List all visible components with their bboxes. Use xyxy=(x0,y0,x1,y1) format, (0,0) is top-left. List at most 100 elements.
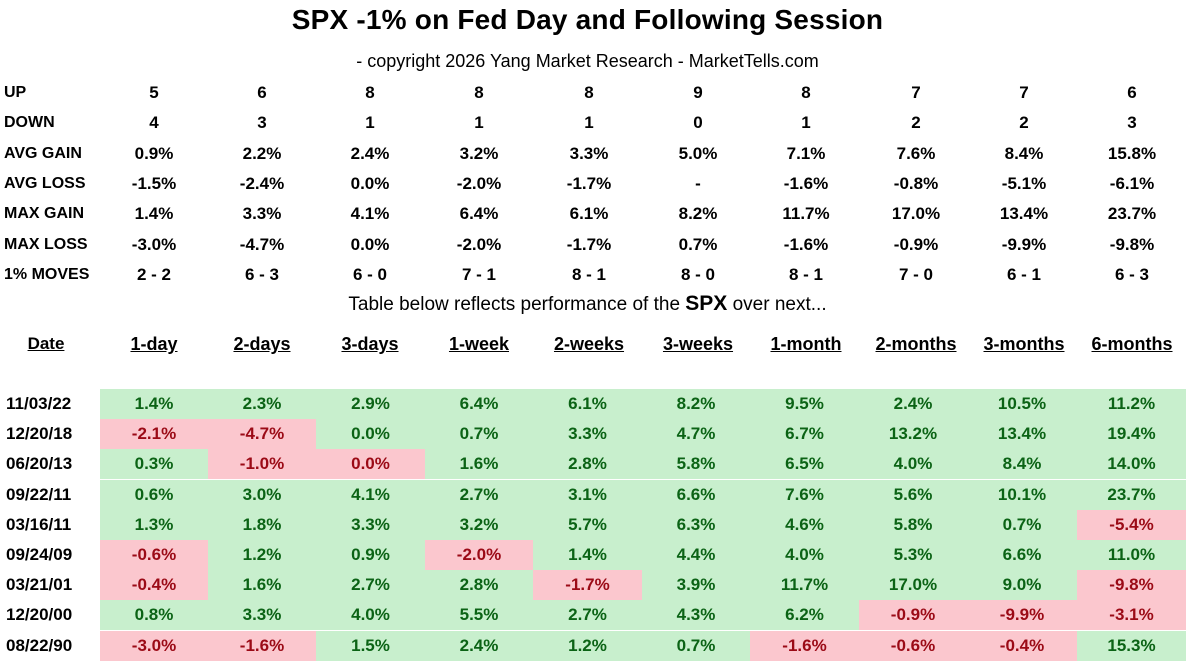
performance-cell: 1.2% xyxy=(208,540,316,570)
stats-value: 0.0% xyxy=(350,234,390,254)
stats-value: 0.0% xyxy=(350,173,390,193)
stats-label: 1% MOVES xyxy=(4,265,90,283)
performance-cell: 0.7% xyxy=(967,509,1077,540)
performance-cell: 7.6% xyxy=(750,479,859,510)
performance-cell: 4.3% xyxy=(642,600,750,631)
stats-value: 1.4% xyxy=(134,204,174,224)
performance-cell: 4.0% xyxy=(316,600,425,631)
performance-cell: 19.4% xyxy=(1077,419,1186,450)
stats-value: -1.6% xyxy=(783,234,829,254)
stats-value: 8.2% xyxy=(678,204,718,224)
performance-cell: 9.0% xyxy=(967,570,1077,601)
performance-cell: 5.5% xyxy=(425,600,533,631)
performance-cell: 0.0% xyxy=(316,449,425,480)
stats-value: 6.4% xyxy=(459,204,499,224)
stats-value: -1.5% xyxy=(131,173,177,193)
stats-value: -2.0% xyxy=(456,234,502,254)
performance-cell: 15.3% xyxy=(1077,630,1186,661)
column-header: 3-months xyxy=(983,334,1065,354)
stats-label: MAX GAIN xyxy=(4,205,84,223)
performance-cell: 5.8% xyxy=(642,449,750,480)
performance-cell: 1.6% xyxy=(208,570,316,601)
performance-cell: 2.9% xyxy=(316,389,425,419)
performance-cell: 4.0% xyxy=(750,540,859,570)
performance-cell: -2.1% xyxy=(100,419,208,450)
performance-cell: 4.6% xyxy=(750,509,859,540)
stats-value: 4 xyxy=(149,113,159,133)
performance-cell: 5.7% xyxy=(533,509,642,540)
performance-cell: -1.6% xyxy=(750,630,859,661)
performance-cell: 3.3% xyxy=(316,509,425,540)
stats-value: 2 - 2 xyxy=(136,264,172,284)
stats-value: 17.0% xyxy=(891,204,941,224)
row-date: 03/21/01 xyxy=(6,575,73,595)
stats-value: 1 xyxy=(474,113,484,133)
performance-cell: 3.1% xyxy=(533,479,642,510)
performance-cell: 1.2% xyxy=(533,630,642,661)
stats-label: AVG LOSS xyxy=(4,174,86,192)
stats-value: 2 xyxy=(911,113,921,133)
stats-row: MAX GAIN 1.4% 3.3% 4.1% 6.4% 6.1% 8.2% 11.7% 17.… xyxy=(0,199,1200,229)
stats-value: 8 xyxy=(365,83,375,102)
performance-cell: 1.8% xyxy=(208,509,316,540)
stats-value: -6.1% xyxy=(1109,173,1155,193)
stats-value: 13.4% xyxy=(999,204,1049,224)
stats-row: AVG GAIN 0.9% 2.2% 2.4% 3.2% 3.3% 5.0% 7.1% 7.6%… xyxy=(0,139,1200,169)
stats-label: MAX LOSS xyxy=(4,235,88,253)
stats-value: -5.1% xyxy=(1001,173,1047,193)
stats-value: 23.7% xyxy=(1107,204,1157,224)
performance-cell: 6.4% xyxy=(425,389,533,419)
performance-cell: 11.7% xyxy=(750,570,859,601)
performance-cell: 9.5% xyxy=(750,389,859,419)
performance-cell: -9.9% xyxy=(967,600,1077,631)
performance-cell: 6.6% xyxy=(967,540,1077,570)
stats-value: - xyxy=(695,173,701,193)
stats-value: 3.3% xyxy=(242,204,282,224)
performance-cell: 23.7% xyxy=(1077,479,1186,510)
column-header: 6-months xyxy=(1091,334,1173,354)
performance-cell: 2.8% xyxy=(425,570,533,601)
performance-cell: 0.3% xyxy=(100,449,208,480)
performance-cell: -1.7% xyxy=(533,570,642,601)
stats-value: -1.6% xyxy=(783,173,829,193)
stats-value: 7.6% xyxy=(896,143,936,163)
stats-row: AVG LOSS -1.5% -2.4% 0.0% -2.0% -1.7% - -1.6% -0… xyxy=(0,169,1200,199)
note-emphasis: SPX xyxy=(685,292,728,315)
stats-value: 7 xyxy=(911,83,921,102)
performance-cell: 8.4% xyxy=(967,449,1077,480)
stats-row: DOWN 4 3 1 1 1 0 1 2 2 3 xyxy=(0,108,1200,138)
row-date: 06/20/13 xyxy=(6,454,73,474)
column-header: 2-weeks xyxy=(553,334,625,354)
stats-row: 1% MOVES 2 - 2 6 - 3 6 - 0 7 - 1 8 - 1 8 - 0 8 … xyxy=(0,260,1200,290)
performance-cell: 6.1% xyxy=(533,389,642,419)
stats-value: 6 xyxy=(1127,83,1137,102)
performance-cell: 6.6% xyxy=(642,479,750,510)
stats-value: 7.1% xyxy=(786,143,826,163)
performance-cell: 17.0% xyxy=(859,570,967,601)
column-header: 2-months xyxy=(875,334,957,354)
performance-cell: 2.3% xyxy=(208,389,316,419)
stats-value: 7 - 0 xyxy=(898,264,934,284)
performance-cell: -0.6% xyxy=(859,630,967,661)
column-header: 3-days xyxy=(341,334,399,354)
chart-title: SPX -1% on Fed Day and Following Session xyxy=(291,4,884,35)
performance-cell: 3.3% xyxy=(533,419,642,450)
stats-value: 4.1% xyxy=(350,204,390,224)
stats-value: 0 xyxy=(693,113,703,133)
performance-cell: -0.6% xyxy=(100,540,208,570)
performance-cell: 3.2% xyxy=(425,509,533,540)
row-date: 12/20/18 xyxy=(6,424,73,444)
performance-cell: 1.6% xyxy=(425,449,533,480)
stats-value: 3.3% xyxy=(569,143,609,163)
performance-cell: 2.7% xyxy=(316,570,425,601)
table-note: Table below reflects performance of the … xyxy=(0,292,1175,316)
performance-cell: 2.4% xyxy=(859,389,967,419)
stats-value: -1.7% xyxy=(566,234,612,254)
performance-cell: 6.2% xyxy=(750,600,859,631)
column-header: 1-day xyxy=(130,334,178,354)
stats-value: 9 xyxy=(693,83,703,102)
stats-value: 5 xyxy=(149,83,159,102)
performance-cell: 5.3% xyxy=(859,540,967,570)
stats-value: 5.0% xyxy=(678,143,718,163)
performance-cell: 0.8% xyxy=(100,600,208,631)
